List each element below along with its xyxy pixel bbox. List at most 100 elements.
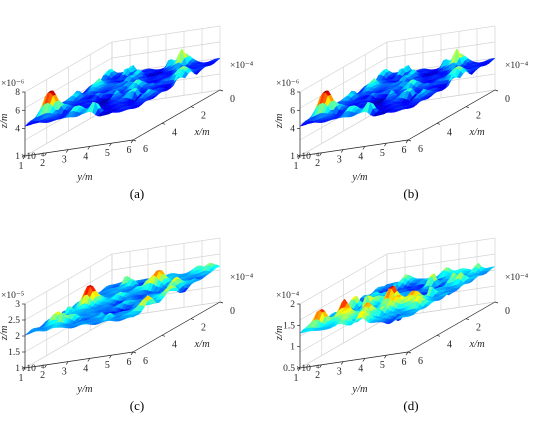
y-tick-label: 5	[105, 360, 110, 371]
surface-plot-b: 1 2 3 4 5 6 0 2 4 6 1 4 6 8×10⁻⁶ ×10⁻⁴ ×10⁻⁴ y/m x/m z/m	[275, 0, 550, 212]
surface-panel-a: 1 2 3 4 5 6 0 2 4 6 1 4 6 8 ×10⁻⁶ ×10⁻⁴ ×10⁻⁴ y/m x/m z/m (…	[0, 0, 275, 212]
z-tick-label: 8	[15, 88, 20, 98]
z-multiplier: ×10⁻⁴	[276, 291, 300, 301]
y-tick-label: 5	[380, 148, 385, 159]
y-tick-label: 4	[83, 363, 88, 374]
z-tick-label: 1	[15, 152, 20, 162]
y-tick-label: 1	[294, 161, 299, 172]
y-tick-label: 3	[62, 155, 67, 166]
x-axis-label: x/m	[469, 127, 486, 138]
surface-panel-d: 1 2 3 4 5 6 0 2 4 6 0.5 1 1.5 2 ×10⁻⁴ ×10⁻⁴ ×10⁻⁴ y/m x/m z…	[275, 212, 550, 424]
surface-mesh	[300, 263, 495, 333]
surface-mesh	[300, 49, 495, 126]
x-tick-mark	[191, 107, 194, 108]
x-tick-mark	[495, 90, 498, 91]
z-tick-label: 0.5	[283, 364, 295, 374]
x-tick-label: 0	[230, 306, 235, 317]
x-tick-mark	[220, 90, 223, 91]
x-tick-mark	[133, 352, 136, 353]
y-tick-label: 3	[337, 155, 342, 166]
surface-plot-a: 1 2 3 4 5 602461468×10⁻⁶×10⁻⁴×10⁻⁴y/mx/mz/m	[0, 0, 275, 212]
y-tick-label: 5	[380, 360, 385, 371]
x-multiplier: ×10⁻⁴	[230, 273, 254, 283]
x-tick-mark	[162, 335, 165, 336]
surface-plot-c: 1 2 3 4 5 6024611.522.53×10⁻⁵×10⁻⁴×10⁻⁴y/mx/m…	[0, 212, 275, 424]
z-tick-label: 3	[15, 300, 20, 310]
x-tick-mark	[437, 335, 440, 336]
panel-caption-b: (b)	[391, 186, 431, 202]
z-axis-label: z/m	[0, 325, 10, 341]
y-tick-label: 4	[358, 363, 363, 374]
panel-caption-c: (c)	[117, 398, 157, 414]
z-tick-label: 2	[290, 300, 295, 310]
x-axis-label: x/m	[469, 339, 486, 350]
surface-panel-c: 1 2 3 4 5 6 0 2 4 6 1 1.5 2 2.5 3 ×10⁻⁵ ×10⁻⁴ ×10⁻⁴ y/m x/m…	[0, 212, 275, 424]
x-tick-mark	[437, 123, 440, 124]
x-tick-mark	[162, 123, 165, 124]
x-tick-label: 0	[505, 306, 510, 317]
y-axis-label: y/m	[76, 384, 93, 395]
z-tick-label: 8	[290, 88, 295, 98]
z-tick-label: 6	[15, 106, 20, 116]
x-tick-label: 0	[230, 94, 235, 105]
x-tick-label: 6	[418, 356, 423, 367]
x-axis-label: x/m	[194, 127, 211, 138]
y-axis-label: y/m	[351, 384, 368, 395]
y-multiplier: ×10⁻⁴	[296, 152, 320, 162]
surface-plot-d: 1 2 3 4 5 602460.511.52×10⁻⁴×10⁻⁴×10⁻⁴y/mx/mz…	[275, 212, 550, 424]
z-tick-label: 4	[290, 125, 295, 135]
x-axis-label: x/m	[194, 339, 211, 350]
z-multiplier: ×10⁻⁶	[276, 79, 299, 89]
y-tick-label: 6	[402, 357, 407, 368]
panel-caption-a: (a)	[117, 186, 157, 202]
z-tick-label: 6	[290, 106, 295, 116]
x-tick-label: 6	[418, 144, 423, 155]
y-axis-label: y/m	[76, 172, 93, 183]
panel-label-a: (a)	[130, 186, 144, 201]
surface-mesh	[25, 49, 220, 126]
x-multiplier: ×10⁻⁴	[505, 273, 529, 283]
z-tick-label: 1.5	[8, 348, 20, 358]
x-tick-label: 2	[476, 111, 481, 122]
x-tick-label: 4	[172, 127, 177, 138]
panel-label-c: (c)	[130, 398, 144, 413]
y-tick-label: 6	[127, 145, 132, 156]
y-tick-label: 3	[337, 367, 342, 378]
y-tick-label: 4	[358, 151, 363, 162]
x-tick-mark	[220, 302, 223, 303]
z-tick-label: 4	[15, 125, 20, 135]
x-tick-mark	[191, 319, 194, 320]
z-multiplier: ×10⁻⁶	[1, 79, 24, 89]
panel-caption-d: (d)	[391, 398, 431, 414]
x-tick-mark	[495, 302, 498, 303]
panel-label-d: (d)	[403, 398, 418, 413]
y-multiplier: ×10⁻⁴	[21, 152, 45, 162]
z-axis-label: z/m	[274, 113, 285, 129]
x-tick-label: 4	[447, 339, 452, 350]
x-tick-label: 4	[447, 127, 452, 138]
z-axis-label: z/m	[274, 325, 285, 341]
y-tick-label: 5	[105, 148, 110, 159]
z-axis-label: z/m	[0, 113, 10, 129]
x-tick-label: 6	[143, 144, 148, 155]
x-tick-label: 2	[201, 323, 206, 334]
x-tick-label: 0	[505, 94, 510, 105]
x-tick-label: 6	[143, 356, 148, 367]
x-multiplier: ×10⁻⁴	[505, 61, 529, 71]
x-tick-mark	[133, 140, 136, 141]
x-multiplier: ×10⁻⁴	[230, 61, 254, 71]
z-multiplier: ×10⁻⁵	[1, 291, 24, 301]
y-tick-label: 4	[83, 151, 88, 162]
y-tick-label: 1	[294, 373, 299, 384]
x-tick-label: 2	[476, 323, 481, 334]
x-tick-mark	[466, 107, 469, 108]
z-tick-label: 2	[15, 332, 20, 342]
y-multiplier: ×10⁻⁴	[21, 364, 45, 374]
x-tick-label: 2	[201, 111, 206, 122]
surface-panel-b: 1 2 3 4 5 6 0 2 4 6 1 4 6 8 ×10⁻⁶ ×10⁻⁴ ×10⁻⁴ y/m x/m z/m (…	[275, 0, 550, 212]
z-tick-label: 1	[290, 343, 295, 353]
y-tick-label: 6	[127, 357, 132, 368]
z-tick-label: 1	[15, 364, 20, 374]
y-multiplier: ×10⁻⁴	[296, 364, 320, 374]
y-tick-label: 6	[402, 145, 407, 156]
